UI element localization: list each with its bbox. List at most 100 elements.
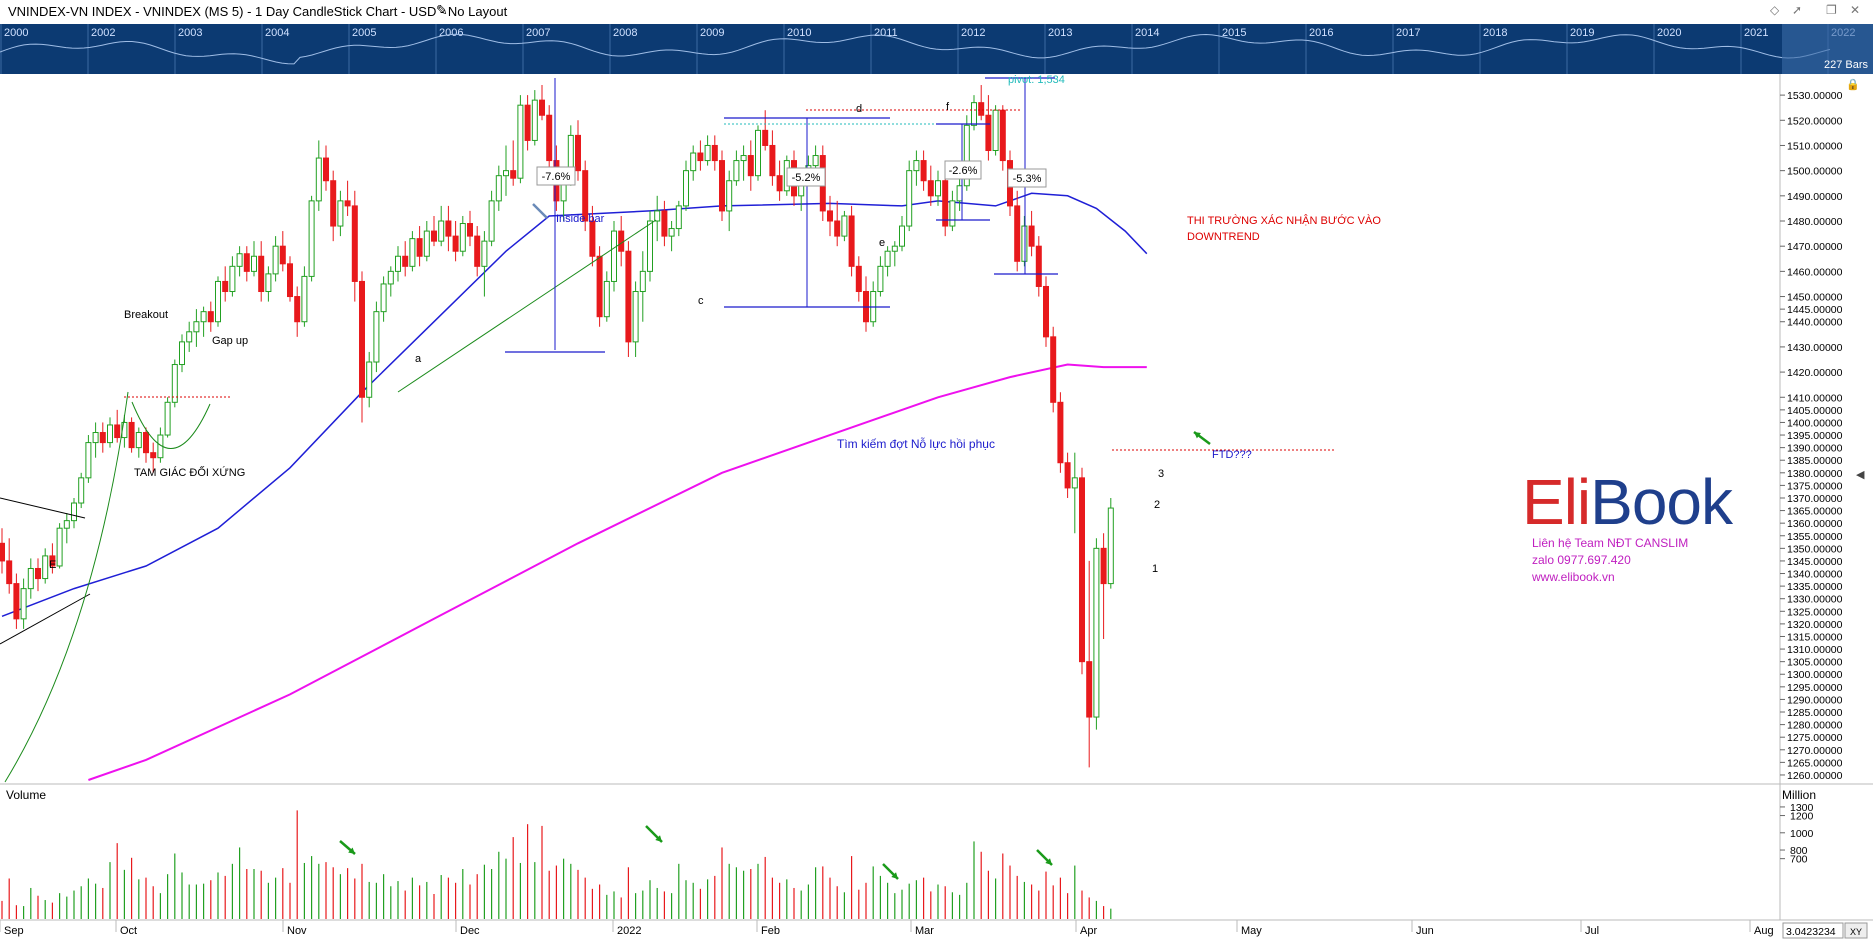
candle-body[interactable] [985,114,992,152]
candle-body[interactable] [524,104,531,141]
candle-body[interactable] [1028,225,1035,247]
candle-body[interactable] [769,144,776,177]
candle-body[interactable] [164,401,171,436]
candle-body[interactable] [603,280,610,318]
candle-body[interactable] [395,255,401,272]
candle-body[interactable] [488,200,495,242]
candle-body[interactable] [877,265,884,293]
candle-body[interactable] [654,210,661,222]
candle-body[interactable] [992,109,999,152]
candle-body[interactable] [85,442,92,479]
candle-body[interactable] [6,560,13,585]
candle-body[interactable] [647,220,653,272]
candle-body[interactable] [589,220,596,257]
candle-body[interactable] [618,230,625,252]
candle-body[interactable] [726,180,733,212]
chart-navigator[interactable]: 2000 2002 2003 2004 2005 2006 2007 2008 2009 2010… [0,24,1873,74]
candle-body[interactable] [272,245,279,275]
candle-body[interactable] [143,432,149,454]
candle-body[interactable] [668,228,675,237]
candle-body[interactable] [963,124,970,187]
candle-body[interactable] [0,542,5,562]
candle-body[interactable] [467,223,473,237]
candle-body[interactable] [495,175,502,202]
candle-body[interactable] [639,270,646,293]
candle-body[interactable] [704,144,711,162]
candle-body[interactable] [848,215,855,267]
candle-body[interactable] [582,170,589,222]
candle-body[interactable] [690,152,697,172]
candle-body[interactable] [13,583,20,620]
candle-body[interactable] [337,200,344,227]
lock-icon[interactable]: 🔒 [1846,79,1860,91]
candle-body[interactable] [899,225,905,247]
candle-body[interactable] [855,265,862,293]
candle-body[interactable] [42,555,49,580]
candle-body[interactable] [78,477,85,504]
candle-body[interactable] [200,311,207,323]
candle-body[interactable] [776,175,783,192]
candle-body[interactable] [474,235,481,267]
candle-body[interactable] [711,144,718,162]
candle-body[interactable] [445,220,452,237]
candle-body[interactable] [423,230,430,257]
candle-body[interactable] [625,250,632,343]
candle-body[interactable] [719,160,725,212]
diamond-icon[interactable]: ◇ [1770,3,1780,17]
candle-body[interactable] [114,424,121,439]
candle-body[interactable] [575,134,581,172]
candle-body[interactable] [1035,245,1042,287]
candle-body[interactable] [733,160,740,182]
candle-body[interactable] [927,180,934,197]
candle-body[interactable] [409,238,416,267]
candle-body[interactable] [243,253,250,272]
candle-body[interactable] [661,210,668,237]
candle-body[interactable] [207,311,214,323]
candle-body[interactable] [546,114,553,162]
candle-body[interactable] [1100,547,1107,585]
candle-body[interactable] [1093,547,1100,718]
candle-body[interactable] [510,170,517,179]
candle-body[interactable] [956,185,963,202]
candle-body[interactable] [1086,661,1093,718]
candle-body[interactable] [913,160,920,172]
candle-body[interactable] [402,255,409,267]
candle-body[interactable] [35,567,41,580]
candle-body[interactable] [596,255,603,318]
candle-body[interactable] [179,341,185,366]
candle-body[interactable] [683,170,689,207]
candle-body[interactable] [359,280,365,398]
candle-body[interactable] [517,104,524,179]
candle-body[interactable] [128,421,135,449]
candle-body[interactable] [747,155,754,177]
candle-body[interactable] [834,220,841,237]
candle-body[interactable] [258,255,265,293]
candle-body[interactable] [812,155,819,167]
candle-body[interactable] [279,245,286,265]
candle-body[interactable] [539,99,545,116]
candle-body[interactable] [920,160,927,182]
candle-body[interactable] [740,155,747,162]
candle-body[interactable] [344,200,351,207]
candle-body[interactable] [236,253,243,267]
candle-body[interactable] [387,270,394,285]
candle-body[interactable] [63,520,70,529]
candle-body[interactable] [71,502,77,522]
candle-body[interactable] [675,205,682,230]
candle-body[interactable] [942,180,949,227]
candle-body[interactable] [150,452,157,459]
candle-body[interactable] [193,321,200,333]
candle-body[interactable] [459,223,466,252]
candle-body[interactable] [27,567,34,590]
restore-icon[interactable]: ❐ [1826,3,1837,17]
candle-body[interactable] [438,220,445,242]
pencil-icon[interactable]: ✎ [436,2,448,18]
candle-body[interactable] [1107,507,1114,585]
candle-body[interactable] [1021,225,1028,262]
candle-body[interactable] [481,240,488,267]
candle-body[interactable] [949,200,956,227]
candle-body[interactable] [416,238,423,257]
candle-body[interactable] [971,102,977,126]
candle-body[interactable] [380,283,387,313]
candle-body[interactable] [135,432,142,449]
